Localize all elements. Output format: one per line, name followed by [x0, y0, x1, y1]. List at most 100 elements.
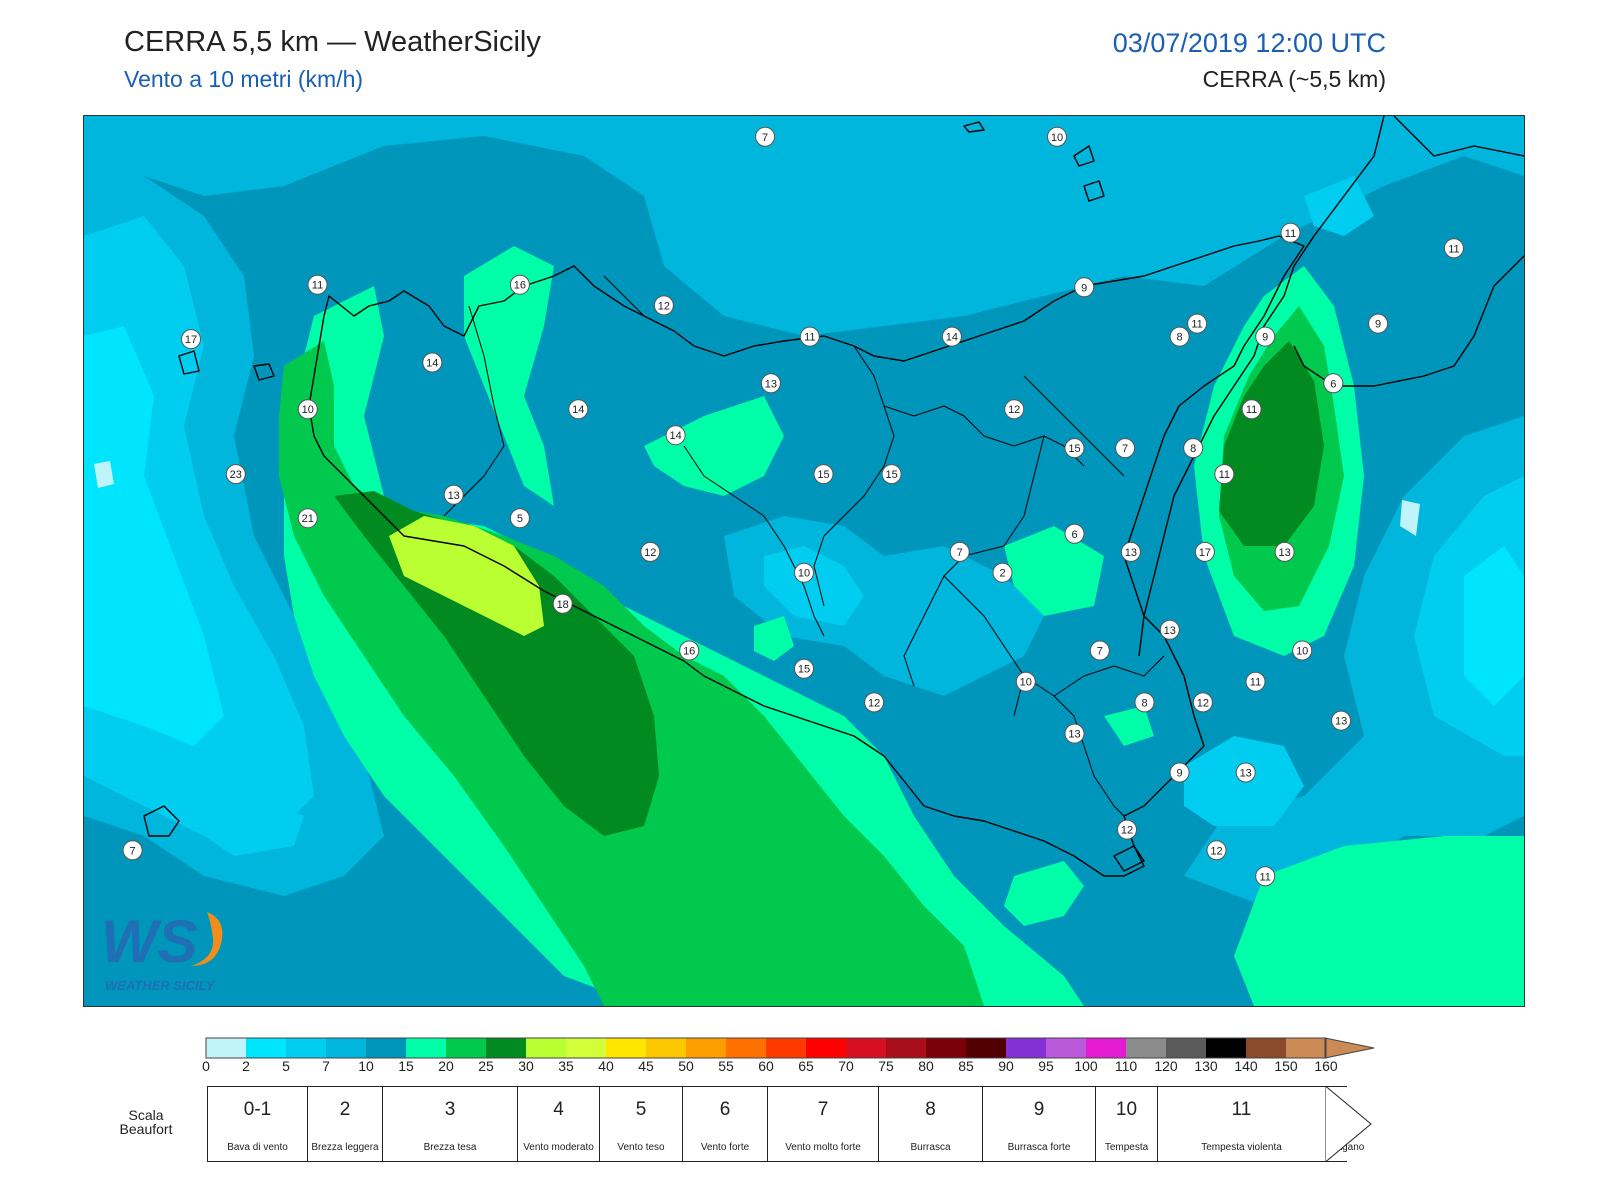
station-value: 13: [448, 490, 460, 502]
colorbar-tick-label: 45: [638, 1058, 654, 1074]
station-marker: 12: [1192, 692, 1213, 713]
beaufort-force: 5 Vento teso: [599, 1086, 682, 1162]
station-circle: [181, 329, 201, 350]
beaufort-force: 0-1 Bava di vento: [207, 1086, 307, 1162]
colorbar-swatch: [846, 1038, 886, 1058]
colorbar-tick-label: 70: [838, 1058, 854, 1074]
colorbar-tick-label: 5: [282, 1058, 290, 1074]
station-marker: 23: [225, 464, 246, 485]
station-circle: [1280, 222, 1301, 243]
colorbar-swatch: [486, 1038, 526, 1058]
malta-coast: [1113, 845, 1145, 872]
station-value: 11: [1285, 228, 1296, 240]
station-value: 12: [1210, 845, 1222, 857]
station-marker: 15: [813, 464, 834, 485]
colorbar-tick-label: 25: [478, 1058, 494, 1074]
colorbar-tick-label: 90: [998, 1058, 1014, 1074]
station-marker: 11: [1255, 866, 1276, 887]
station-circle: [794, 562, 814, 583]
station-value: 9: [1262, 332, 1268, 344]
station-circle: [1064, 723, 1085, 744]
beaufort-number: 4: [553, 1099, 564, 1120]
coastlines: [143, 116, 1524, 877]
station-value: 9: [1081, 282, 1087, 294]
station-value: 10: [302, 404, 314, 416]
colorbar-tick-label: 95: [1038, 1058, 1054, 1074]
station-marker: 13: [760, 373, 781, 394]
station-circle: [1159, 619, 1180, 640]
beaufort-force: 3 Brezza tesa: [382, 1086, 517, 1162]
station-circle: [1255, 866, 1276, 887]
beaufort-force: 4 Vento moderato: [517, 1086, 599, 1162]
station-circle: [1117, 819, 1137, 840]
station-marker: 7: [122, 840, 143, 861]
colorbar-tick-label: 140: [1234, 1058, 1258, 1074]
station-marker: 11: [1214, 464, 1235, 485]
station-circle: [1214, 464, 1235, 485]
province-borders: [443, 275, 1165, 817]
station-value: 7: [130, 845, 136, 857]
station-circle: [509, 508, 530, 529]
station-marker: 11: [1245, 671, 1266, 692]
colorbar-swatch: [1286, 1038, 1326, 1058]
colorbar-tick-label: 120: [1154, 1058, 1178, 1074]
station-circle: [881, 464, 902, 485]
station-marker: 11: [1187, 313, 1208, 334]
station-circle: [1004, 399, 1025, 420]
station-value: 12: [644, 547, 656, 559]
station-circle: [1074, 277, 1095, 298]
station-circle: [640, 541, 661, 562]
station-circle: [1047, 126, 1067, 147]
station-circle: [1368, 313, 1389, 334]
beaufort-force: 6 Vento forte: [682, 1086, 767, 1162]
station-circle: [1245, 671, 1266, 692]
station-value: 14: [946, 332, 958, 344]
station-value: 8: [1141, 697, 1147, 709]
colorbar-swatch: [1166, 1038, 1206, 1058]
colorbar-tick-label: 160: [1314, 1058, 1338, 1074]
colorbar-tick-label: 55: [718, 1058, 734, 1074]
station-circle: [1292, 640, 1313, 661]
colorbar-tick-label: 75: [878, 1058, 894, 1074]
colorbar-swatch: [806, 1038, 846, 1058]
beaufort-description: Brezza tesa: [423, 1142, 477, 1153]
station-value: 14: [426, 358, 438, 370]
station-marker: 15: [794, 658, 814, 679]
station-value: 10: [1051, 132, 1063, 144]
beaufort-description: Burrasca forte: [1007, 1142, 1071, 1153]
station-marker: 8: [1169, 326, 1190, 347]
station-circle: [1187, 313, 1208, 334]
station-circle: [1235, 762, 1256, 783]
beaufort-description: Tempesta violenta: [1201, 1142, 1282, 1153]
station-value: 11: [1448, 243, 1459, 255]
station-circle: [297, 399, 318, 420]
station-marker: 13: [1064, 723, 1085, 744]
station-marker: 10: [297, 399, 318, 420]
station-circle: [1134, 692, 1155, 713]
station-circle: [225, 464, 246, 485]
colorbar-swatch: [1126, 1038, 1166, 1058]
station-value: 12: [1008, 404, 1020, 416]
station-value: 13: [1068, 729, 1080, 741]
aeolian-coast: [963, 121, 1105, 202]
wind-field-2-5: [84, 326, 1524, 746]
station-value: 7: [1122, 443, 1128, 455]
station-circle: [1194, 541, 1215, 562]
station-value: 23: [230, 469, 242, 481]
station-value: 5: [517, 513, 523, 525]
beaufort-end-arrow: [1325, 1086, 1372, 1162]
station-circle: [1064, 438, 1085, 459]
beaufort-force: 9 Burrasca forte: [982, 1086, 1095, 1162]
station-marker: 12: [1206, 840, 1227, 861]
station-marker: 11: [799, 326, 820, 347]
station-circle: [1331, 710, 1352, 731]
station-circle: [1183, 438, 1204, 459]
station-marker: 9: [1169, 762, 1190, 783]
station-marker: 6: [1064, 523, 1085, 544]
colorbar-tick-label: 100: [1074, 1058, 1098, 1074]
logo-mark: WS: [101, 908, 198, 975]
station-value: 15: [885, 469, 897, 481]
beaufort-force: 10 Tempesta: [1095, 1086, 1157, 1162]
beaufort-description: Uragano: [1326, 1142, 1365, 1153]
colorbar-swatch: [246, 1038, 286, 1058]
